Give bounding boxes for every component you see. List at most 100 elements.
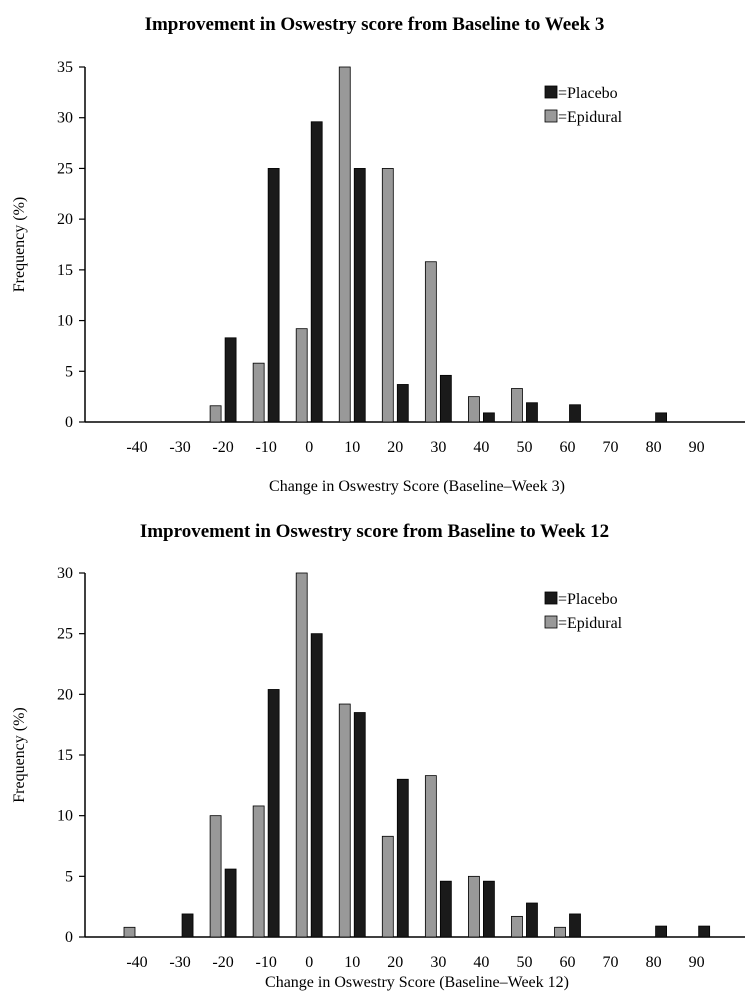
- bar-placebo: [482, 412, 495, 423]
- bar-epidural: [511, 388, 523, 423]
- x-tick-label: 50: [516, 954, 532, 971]
- y-tick-label: 25: [57, 626, 73, 643]
- bar-epidural: [511, 915, 523, 938]
- x-tick-label: -20: [212, 954, 233, 971]
- chart-week-12: Improvement in Oswestry score from Basel…: [0, 497, 749, 995]
- bar-placebo: [698, 925, 711, 938]
- bar-placebo: [181, 913, 194, 938]
- bar-placebo: [310, 121, 323, 423]
- bar-placebo: [224, 868, 237, 938]
- y-tick-label: 20: [57, 211, 73, 228]
- y-tick-label: 10: [57, 313, 73, 330]
- bar-placebo: [569, 913, 581, 938]
- y-tick-label: 20: [57, 686, 73, 703]
- x-tick-label: 20: [387, 954, 403, 971]
- x-tick-label: 60: [560, 439, 576, 456]
- bar-placebo: [267, 689, 280, 938]
- legend-swatch: [544, 109, 558, 123]
- legend-label: =Placebo: [558, 85, 618, 102]
- bar-placebo: [224, 337, 237, 423]
- y-tick-label: 35: [57, 59, 73, 76]
- legend-swatch: [544, 615, 558, 629]
- bar-placebo: [310, 633, 323, 938]
- x-tick-label: -30: [169, 954, 190, 971]
- bar-placebo: [569, 404, 581, 423]
- y-axis-title: Frequency (%): [11, 707, 28, 803]
- x-tick-label: -10: [255, 439, 276, 456]
- x-tick-label: 70: [603, 439, 619, 456]
- bar-epidural: [381, 835, 394, 938]
- bar-epidural: [424, 775, 437, 938]
- bar-placebo: [655, 925, 667, 938]
- bar-placebo: [396, 384, 409, 423]
- x-tick-label: -40: [126, 439, 147, 456]
- bar-epidural: [295, 328, 308, 423]
- x-tick-label: 40: [473, 954, 489, 971]
- bar-epidural: [338, 66, 351, 423]
- x-tick-label: 30: [430, 439, 446, 456]
- y-tick-label: 0: [65, 929, 73, 946]
- bar-epidural: [252, 362, 265, 423]
- bar-placebo: [526, 402, 538, 423]
- y-tick-label: 15: [57, 262, 73, 279]
- bar-placebo: [396, 778, 409, 938]
- x-tick-label: 60: [560, 954, 576, 971]
- x-tick-label: 0: [305, 439, 313, 456]
- legend-swatch: [544, 591, 558, 605]
- y-tick-label: 10: [57, 808, 73, 825]
- x-tick-label: -30: [169, 439, 190, 456]
- x-tick-label: 70: [603, 954, 619, 971]
- bar-epidural: [295, 572, 308, 938]
- bar-placebo: [482, 880, 495, 938]
- bar-placebo: [353, 168, 366, 423]
- x-tick-label: 20: [387, 439, 403, 456]
- bar-epidural: [338, 703, 351, 938]
- y-axis-title: Frequency (%): [11, 197, 28, 293]
- y-tick-label: 0: [65, 414, 73, 431]
- x-axis-title: Change in Oswestry Score (Baseline–Week …: [265, 974, 569, 991]
- bar-epidural: [123, 926, 136, 938]
- x-tick-label: 90: [689, 954, 705, 971]
- x-tick-label: 10: [344, 954, 360, 971]
- x-tick-label: 30: [430, 954, 446, 971]
- legend-swatch: [544, 85, 558, 99]
- bar-placebo: [526, 902, 538, 938]
- bar-placebo: [353, 712, 366, 938]
- y-tick-label: 5: [65, 868, 73, 885]
- legend-label: =Placebo: [558, 591, 618, 608]
- x-tick-label: -40: [126, 954, 147, 971]
- bar-epidural: [467, 875, 480, 938]
- bar-epidural: [424, 261, 437, 423]
- bar-placebo: [439, 880, 452, 938]
- x-tick-label: 80: [646, 954, 662, 971]
- x-tick-label: -10: [255, 954, 276, 971]
- bar-placebo: [439, 374, 452, 423]
- legend-label: =Epidural: [558, 615, 623, 632]
- x-tick-label: 80: [646, 439, 662, 456]
- chart-svg: 0 5 10 15 20 25 30 35 -40 -30 -20 -10 0 10 20 30 40 50 60 7…: [11, 59, 745, 495]
- x-tick-label: 10: [344, 439, 360, 456]
- x-axis-title: Change in Oswestry Score (Baseline–Week …: [269, 478, 565, 495]
- y-tick-label: 25: [57, 160, 73, 177]
- bar-epidural: [554, 926, 566, 938]
- chart-week-3: Improvement in Oswestry score from Basel…: [0, 0, 749, 497]
- bar-epidural: [467, 396, 480, 423]
- x-tick-label: 90: [689, 439, 705, 456]
- x-tick-label: 0: [305, 954, 313, 971]
- x-tick-label: -20: [212, 439, 233, 456]
- bar-epidural: [252, 805, 265, 938]
- bar-placebo: [267, 168, 280, 423]
- chart-title: Improvement in Oswestry score from Basel…: [139, 521, 610, 542]
- x-tick-label: 40: [473, 439, 489, 456]
- legend-label: =Epidural: [558, 109, 623, 126]
- chart-svg: 0 5 10 15 20 25 30 -40 -30 -20 -10 0 10 20 30 40 50 60 70 8…: [11, 565, 745, 991]
- bar-epidural: [209, 405, 222, 423]
- y-tick-label: 5: [65, 363, 73, 380]
- y-tick-label: 30: [57, 110, 73, 127]
- bar-placebo: [655, 412, 667, 423]
- chart-title: Improvement in Oswestry score from Basel…: [144, 14, 605, 35]
- y-tick-label: 30: [57, 565, 73, 582]
- bar-epidural: [209, 815, 222, 938]
- y-tick-label: 15: [57, 747, 73, 764]
- x-tick-label: 50: [516, 439, 532, 456]
